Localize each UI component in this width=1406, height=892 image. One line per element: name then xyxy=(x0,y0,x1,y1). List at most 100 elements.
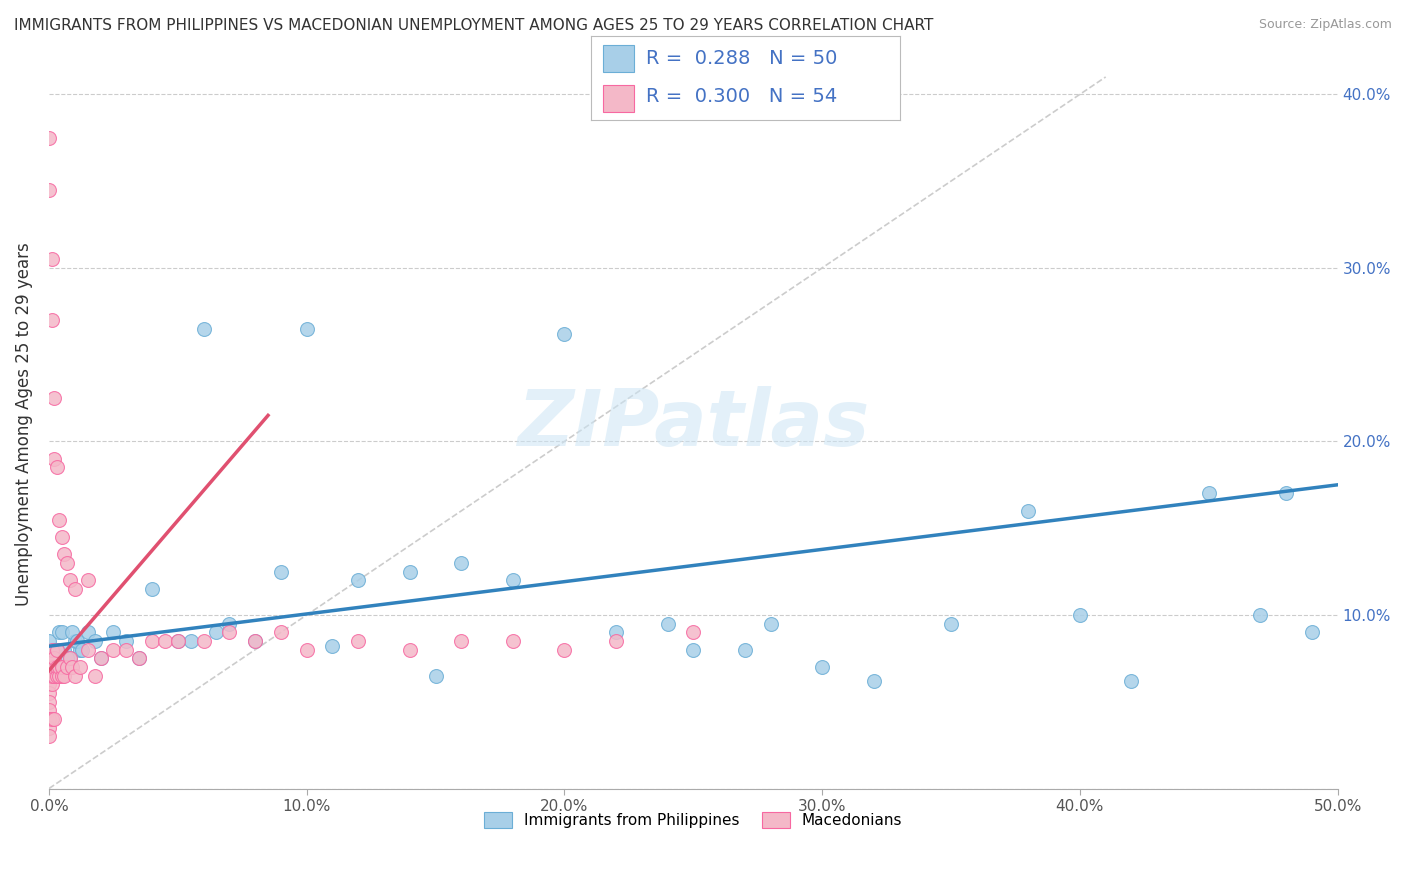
Point xyxy=(347,574,370,588)
Point xyxy=(41,642,63,657)
Point xyxy=(38,730,60,744)
Text: ZIPatlas: ZIPatlas xyxy=(517,386,869,462)
Point xyxy=(69,642,91,657)
Point xyxy=(48,625,70,640)
Point xyxy=(425,669,447,683)
Point xyxy=(270,565,292,579)
Point xyxy=(38,686,60,700)
Point xyxy=(153,634,176,648)
Point xyxy=(553,326,575,341)
Point xyxy=(1017,504,1039,518)
Point xyxy=(398,642,420,657)
Point xyxy=(38,669,60,683)
Point xyxy=(398,565,420,579)
Point xyxy=(115,642,138,657)
Point xyxy=(53,642,76,657)
Point xyxy=(347,634,370,648)
Point xyxy=(38,721,60,735)
Point xyxy=(38,712,60,726)
Point xyxy=(56,660,79,674)
Point xyxy=(48,669,70,683)
Point xyxy=(141,634,163,648)
Point xyxy=(48,512,70,526)
Point xyxy=(51,530,73,544)
Point xyxy=(128,651,150,665)
FancyBboxPatch shape xyxy=(603,85,634,112)
Point xyxy=(42,651,65,665)
Point xyxy=(51,660,73,674)
Point xyxy=(759,616,782,631)
Text: Source: ZipAtlas.com: Source: ZipAtlas.com xyxy=(1258,18,1392,31)
Point xyxy=(180,634,202,648)
Point xyxy=(42,669,65,683)
Point xyxy=(41,313,63,327)
Point xyxy=(1249,607,1271,622)
Point xyxy=(69,660,91,674)
Point xyxy=(38,634,60,648)
Text: R =  0.288   N = 50: R = 0.288 N = 50 xyxy=(647,49,838,68)
Point xyxy=(295,321,318,335)
Point xyxy=(1275,486,1298,500)
Point xyxy=(89,651,111,665)
Point xyxy=(502,574,524,588)
Point xyxy=(103,625,125,640)
Point xyxy=(193,321,215,335)
Point xyxy=(450,556,472,570)
Point xyxy=(193,634,215,648)
Point xyxy=(450,634,472,648)
Point xyxy=(58,574,80,588)
Point xyxy=(605,625,627,640)
Point xyxy=(58,651,80,665)
Point xyxy=(84,634,107,648)
Point xyxy=(60,660,83,674)
Point xyxy=(51,669,73,683)
Point xyxy=(63,634,86,648)
Point xyxy=(42,391,65,405)
Point xyxy=(141,582,163,596)
Point xyxy=(734,642,756,657)
Point xyxy=(553,642,575,657)
Point xyxy=(76,574,98,588)
Point xyxy=(115,634,138,648)
Point xyxy=(63,582,86,596)
Point xyxy=(41,677,63,691)
Point xyxy=(72,642,94,657)
Point xyxy=(243,634,266,648)
Point xyxy=(166,634,188,648)
Point xyxy=(45,642,67,657)
FancyBboxPatch shape xyxy=(603,45,634,72)
Point xyxy=(41,712,63,726)
Point xyxy=(42,451,65,466)
Point xyxy=(218,616,240,631)
Point xyxy=(1121,673,1143,688)
Point xyxy=(42,660,65,674)
Point xyxy=(41,252,63,267)
Point xyxy=(41,669,63,683)
Point xyxy=(205,625,228,640)
Point xyxy=(270,625,292,640)
Point xyxy=(56,556,79,570)
Point xyxy=(41,660,63,674)
Point xyxy=(38,660,60,674)
Text: R =  0.300   N = 54: R = 0.300 N = 54 xyxy=(647,87,838,106)
Point xyxy=(1198,486,1220,500)
Point xyxy=(45,669,67,683)
Point xyxy=(1069,607,1091,622)
Point xyxy=(53,669,76,683)
Point xyxy=(89,651,111,665)
Point xyxy=(939,616,962,631)
Point xyxy=(295,642,318,657)
Point xyxy=(76,625,98,640)
Point xyxy=(103,642,125,657)
Point xyxy=(41,651,63,665)
Point xyxy=(51,625,73,640)
Point xyxy=(128,651,150,665)
Point xyxy=(166,634,188,648)
Point xyxy=(42,712,65,726)
Point xyxy=(76,642,98,657)
Point xyxy=(84,669,107,683)
Point xyxy=(45,460,67,475)
Point xyxy=(48,660,70,674)
Point xyxy=(38,703,60,717)
Point xyxy=(502,634,524,648)
